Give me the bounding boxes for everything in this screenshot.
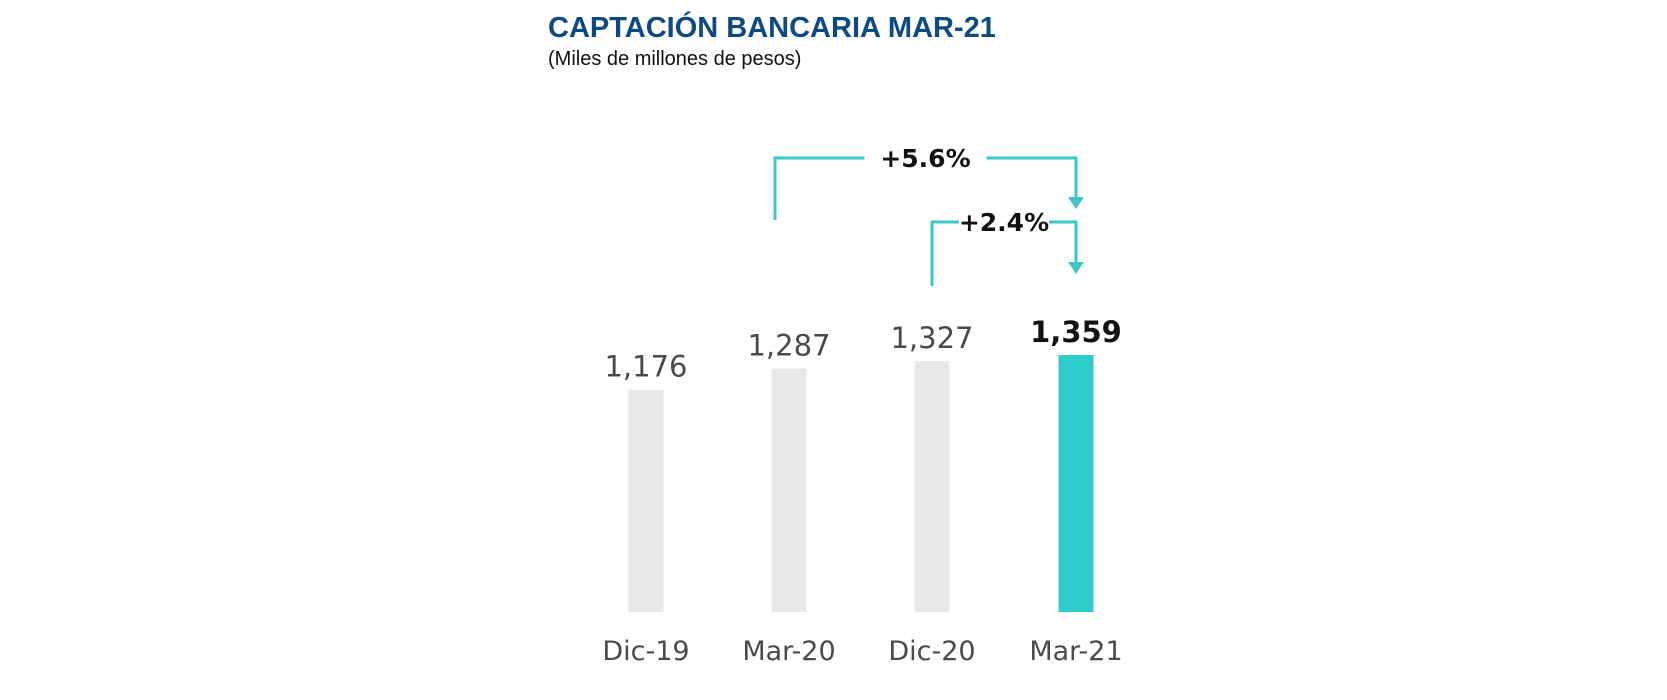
category-label-dic-19: Dic-19 <box>602 636 689 667</box>
value-label-mar-21: 1,359 <box>1030 315 1122 349</box>
growth-bracket-left-1 <box>773 156 865 220</box>
arrow-head-icon <box>1068 197 1084 209</box>
growth-bracket-left-2 <box>930 220 959 286</box>
category-label-mar-21: Mar-21 <box>1029 636 1122 667</box>
growth-label-2: +2.4% <box>959 208 1049 237</box>
growth-annotation-2: +2.4% <box>930 208 1084 286</box>
arrow-head-icon <box>1068 262 1084 274</box>
category-label-mar-20: Mar-20 <box>742 636 835 667</box>
value-label-mar-20: 1,287 <box>747 329 830 363</box>
bar-dic-20 <box>914 361 950 612</box>
growth-annotation-1: +5.6% <box>773 144 1084 220</box>
value-label-dic-20: 1,327 <box>890 321 973 355</box>
chart-subtitle: (Miles de millones de pesos) <box>548 48 802 70</box>
growth-label-1: +5.6% <box>880 144 970 173</box>
growth-bracket-right-2 <box>1049 220 1078 262</box>
growth-bracket-right-1 <box>986 156 1078 197</box>
bar-mar-21 <box>1058 355 1094 612</box>
bar-mar-20 <box>771 368 807 612</box>
chart-title: CAPTACIÓN BANCARIA MAR-21 <box>548 12 996 44</box>
category-label-dic-20: Dic-20 <box>888 636 975 667</box>
bar-dic-19 <box>628 389 664 612</box>
value-label-dic-19: 1,176 <box>604 350 687 384</box>
